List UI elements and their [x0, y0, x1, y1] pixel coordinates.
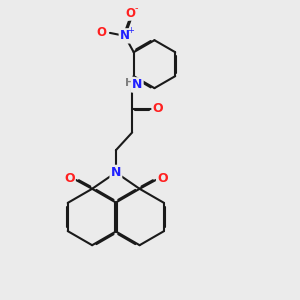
Text: O: O [126, 7, 136, 20]
Text: H: H [125, 78, 134, 88]
Text: N: N [111, 166, 121, 179]
Text: +: + [127, 26, 134, 35]
Text: O: O [97, 26, 106, 39]
Text: N: N [132, 78, 142, 92]
Text: O: O [153, 102, 163, 115]
Text: O: O [64, 172, 75, 185]
Text: N: N [120, 29, 130, 42]
Text: -: - [135, 3, 138, 13]
Text: O: O [157, 172, 168, 185]
